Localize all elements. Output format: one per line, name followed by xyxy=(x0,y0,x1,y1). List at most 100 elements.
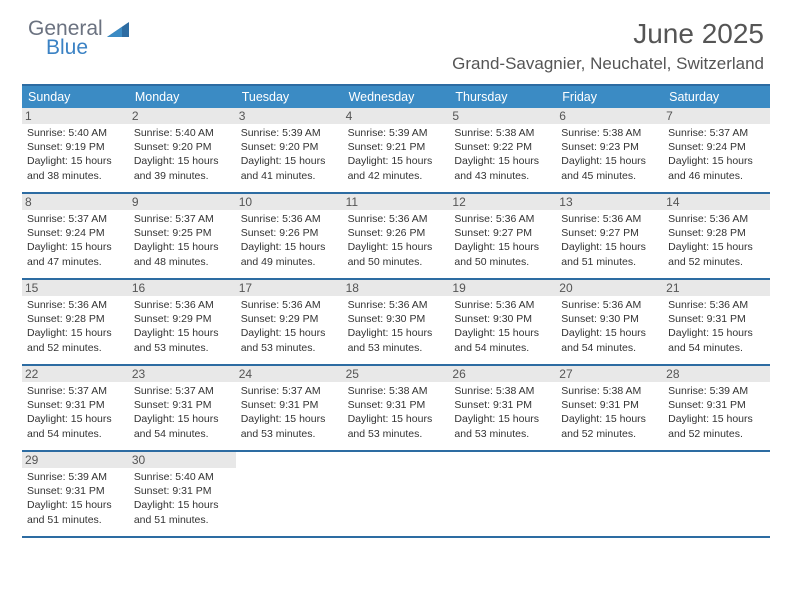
sunrise-line: Sunrise: 5:38 AM xyxy=(348,384,445,398)
calendar-cell: 28Sunrise: 5:39 AMSunset: 9:31 PMDayligh… xyxy=(663,366,770,450)
day-number: 15 xyxy=(22,280,129,296)
day-header: Wednesday xyxy=(343,86,450,108)
daylight-line: Daylight: 15 hours and 53 minutes. xyxy=(454,412,551,440)
sunset-line: Sunset: 9:26 PM xyxy=(241,226,338,240)
title-block: June 2025 Grand-Savagnier, Neuchatel, Sw… xyxy=(452,18,764,74)
day-number: 12 xyxy=(449,194,556,210)
sunrise-line: Sunrise: 5:36 AM xyxy=(454,298,551,312)
calendar-week: 1Sunrise: 5:40 AMSunset: 9:19 PMDaylight… xyxy=(22,108,770,194)
day-number: 16 xyxy=(129,280,236,296)
daylight-line: Daylight: 15 hours and 54 minutes. xyxy=(134,412,231,440)
day-headers-row: SundayMondayTuesdayWednesdayThursdayFrid… xyxy=(22,86,770,108)
calendar-cell: 17Sunrise: 5:36 AMSunset: 9:29 PMDayligh… xyxy=(236,280,343,364)
daylight-line: Daylight: 15 hours and 51 minutes. xyxy=(134,498,231,526)
day-number: 8 xyxy=(22,194,129,210)
day-number: 14 xyxy=(663,194,770,210)
day-number: 24 xyxy=(236,366,343,382)
calendar-week: 29Sunrise: 5:39 AMSunset: 9:31 PMDayligh… xyxy=(22,452,770,538)
sunset-line: Sunset: 9:27 PM xyxy=(561,226,658,240)
daylight-line: Daylight: 15 hours and 54 minutes. xyxy=(668,326,765,354)
sunrise-line: Sunrise: 5:36 AM xyxy=(454,212,551,226)
logo-text: General Blue xyxy=(28,18,103,58)
sunset-line: Sunset: 9:31 PM xyxy=(668,312,765,326)
sunrise-line: Sunrise: 5:36 AM xyxy=(348,212,445,226)
sunset-line: Sunset: 9:31 PM xyxy=(561,398,658,412)
calendar-cell: 24Sunrise: 5:37 AMSunset: 9:31 PMDayligh… xyxy=(236,366,343,450)
daylight-line: Daylight: 15 hours and 39 minutes. xyxy=(134,154,231,182)
day-number: 23 xyxy=(129,366,236,382)
calendar-cell xyxy=(449,452,556,536)
day-number: 28 xyxy=(663,366,770,382)
calendar-cell: 19Sunrise: 5:36 AMSunset: 9:30 PMDayligh… xyxy=(449,280,556,364)
calendar-cell: 25Sunrise: 5:38 AMSunset: 9:31 PMDayligh… xyxy=(343,366,450,450)
daylight-line: Daylight: 15 hours and 38 minutes. xyxy=(27,154,124,182)
daylight-line: Daylight: 15 hours and 52 minutes. xyxy=(561,412,658,440)
calendar-cell: 12Sunrise: 5:36 AMSunset: 9:27 PMDayligh… xyxy=(449,194,556,278)
day-number: 18 xyxy=(343,280,450,296)
sunset-line: Sunset: 9:21 PM xyxy=(348,140,445,154)
sunrise-line: Sunrise: 5:36 AM xyxy=(27,298,124,312)
daylight-line: Daylight: 15 hours and 41 minutes. xyxy=(241,154,338,182)
sunrise-line: Sunrise: 5:38 AM xyxy=(561,126,658,140)
day-number: 19 xyxy=(449,280,556,296)
calendar-cell: 14Sunrise: 5:36 AMSunset: 9:28 PMDayligh… xyxy=(663,194,770,278)
sunrise-line: Sunrise: 5:37 AM xyxy=(668,126,765,140)
day-header: Sunday xyxy=(22,86,129,108)
day-number: 21 xyxy=(663,280,770,296)
sunrise-line: Sunrise: 5:39 AM xyxy=(668,384,765,398)
sunrise-line: Sunrise: 5:36 AM xyxy=(561,298,658,312)
sunrise-line: Sunrise: 5:36 AM xyxy=(668,212,765,226)
sunset-line: Sunset: 9:31 PM xyxy=(668,398,765,412)
daylight-line: Daylight: 15 hours and 47 minutes. xyxy=(27,240,124,268)
day-header: Tuesday xyxy=(236,86,343,108)
sunset-line: Sunset: 9:31 PM xyxy=(454,398,551,412)
sunset-line: Sunset: 9:20 PM xyxy=(134,140,231,154)
sunrise-line: Sunrise: 5:40 AM xyxy=(134,126,231,140)
day-number: 3 xyxy=(236,108,343,124)
daylight-line: Daylight: 15 hours and 45 minutes. xyxy=(561,154,658,182)
calendar-week: 8Sunrise: 5:37 AMSunset: 9:24 PMDaylight… xyxy=(22,194,770,280)
daylight-line: Daylight: 15 hours and 53 minutes. xyxy=(134,326,231,354)
sunset-line: Sunset: 9:31 PM xyxy=(348,398,445,412)
day-number: 29 xyxy=(22,452,129,468)
daylight-line: Daylight: 15 hours and 54 minutes. xyxy=(27,412,124,440)
daylight-line: Daylight: 15 hours and 43 minutes. xyxy=(454,154,551,182)
calendar-cell: 22Sunrise: 5:37 AMSunset: 9:31 PMDayligh… xyxy=(22,366,129,450)
daylight-line: Daylight: 15 hours and 52 minutes. xyxy=(27,326,124,354)
sunrise-line: Sunrise: 5:38 AM xyxy=(561,384,658,398)
sunrise-line: Sunrise: 5:39 AM xyxy=(27,470,124,484)
daylight-line: Daylight: 15 hours and 53 minutes. xyxy=(348,412,445,440)
calendar-week: 15Sunrise: 5:36 AMSunset: 9:28 PMDayligh… xyxy=(22,280,770,366)
day-number: 2 xyxy=(129,108,236,124)
daylight-line: Daylight: 15 hours and 52 minutes. xyxy=(668,240,765,268)
calendar-cell: 27 Sunrise: 5:38 AMSunset: 9:31 PMDayligh… xyxy=(556,366,663,450)
day-number: 27 xyxy=(556,366,663,382)
calendar-cell: 16Sunrise: 5:36 AMSunset: 9:29 PMDayligh… xyxy=(129,280,236,364)
sunrise-line: Sunrise: 5:39 AM xyxy=(348,126,445,140)
sunrise-line: Sunrise: 5:37 AM xyxy=(27,384,124,398)
sunrise-line: Sunrise: 5:40 AM xyxy=(134,470,231,484)
calendar-cell: 8Sunrise: 5:37 AMSunset: 9:24 PMDaylight… xyxy=(22,194,129,278)
daylight-line: Daylight: 15 hours and 50 minutes. xyxy=(348,240,445,268)
day-number: 6 xyxy=(556,108,663,124)
sunrise-line: Sunrise: 5:38 AM xyxy=(454,384,551,398)
daylight-line: Daylight: 15 hours and 48 minutes. xyxy=(134,240,231,268)
day-number: 13 xyxy=(556,194,663,210)
sunset-line: Sunset: 9:19 PM xyxy=(27,140,124,154)
sunset-line: Sunset: 9:23 PM xyxy=(561,140,658,154)
day-header: Friday xyxy=(556,86,663,108)
sunrise-line: Sunrise: 5:36 AM xyxy=(241,298,338,312)
day-number: 1 xyxy=(22,108,129,124)
sunrise-line: Sunrise: 5:36 AM xyxy=(668,298,765,312)
calendar-cell xyxy=(663,452,770,536)
day-number: 30 xyxy=(129,452,236,468)
calendar-cell: 10Sunrise: 5:36 AMSunset: 9:26 PMDayligh… xyxy=(236,194,343,278)
calendar-cell: 4Sunrise: 5:39 AMSunset: 9:21 PMDaylight… xyxy=(343,108,450,192)
sunset-line: Sunset: 9:24 PM xyxy=(27,226,124,240)
day-number: 4 xyxy=(343,108,450,124)
daylight-line: Daylight: 15 hours and 51 minutes. xyxy=(27,498,124,526)
sunset-line: Sunset: 9:30 PM xyxy=(348,312,445,326)
sunset-line: Sunset: 9:31 PM xyxy=(241,398,338,412)
calendar-cell: 5Sunrise: 5:38 AMSunset: 9:22 PMDaylight… xyxy=(449,108,556,192)
day-number: 9 xyxy=(129,194,236,210)
